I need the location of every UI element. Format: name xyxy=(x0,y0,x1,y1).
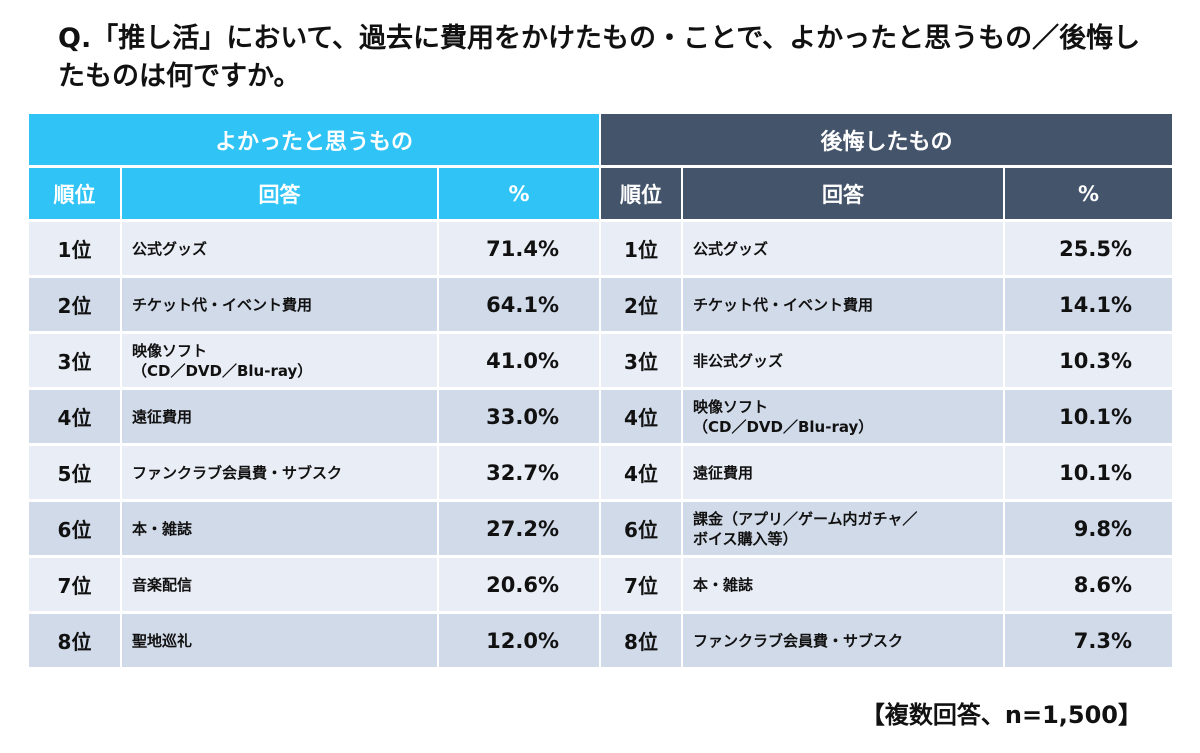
regret-pct-cell: 7.3% xyxy=(1005,614,1172,667)
regret-col-rank: 順位 xyxy=(601,168,681,219)
regret-rank-cell: 4位 xyxy=(601,390,681,443)
good-pct-cell: 20.6% xyxy=(439,558,599,611)
good-rank-cell: 5位 xyxy=(29,446,120,499)
regret-answer-cell: 遠征費用 xyxy=(683,446,1003,499)
table-row: 7位 音楽配信 20.6% 7位 本・雑誌 8.6% xyxy=(29,558,1172,611)
good-col-answer: 回答 xyxy=(122,168,437,219)
good-pct-cell: 32.7% xyxy=(439,446,599,499)
results-table: よかったと思うもの 後悔したもの 順位 回答 % 順位 回答 % 1位 公式グッズ… xyxy=(27,111,1174,670)
regret-rank-cell: 4位 xyxy=(601,446,681,499)
good-pct-cell: 33.0% xyxy=(439,390,599,443)
good-rank-cell: 2位 xyxy=(29,278,120,331)
regret-pct-cell: 8.6% xyxy=(1005,558,1172,611)
good-pct-cell: 12.0% xyxy=(439,614,599,667)
regret-answer-cell: 非公式グッズ xyxy=(683,334,1003,387)
regret-col-pct: % xyxy=(1005,168,1172,219)
regret-rank-cell: 7位 xyxy=(601,558,681,611)
good-pct-cell: 71.4% xyxy=(439,222,599,275)
good-col-pct: % xyxy=(439,168,599,219)
regret-pct-cell: 10.3% xyxy=(1005,334,1172,387)
good-answer-cell: ファンクラブ会員費・サブスク xyxy=(122,446,437,499)
good-pct-cell: 41.0% xyxy=(439,334,599,387)
good-rank-cell: 3位 xyxy=(29,334,120,387)
sample-note: 【複数回答、n=1,500】 xyxy=(860,701,1142,729)
regret-pct-cell: 9.8% xyxy=(1005,502,1172,555)
good-rank-cell: 7位 xyxy=(29,558,120,611)
good-answer-cell: 公式グッズ xyxy=(122,222,437,275)
question-title: Q.「推し活」において、過去に費用をかけたもの・ことで、よかったと思うもの／後悔… xyxy=(58,23,1141,92)
regret-answer-cell: 本・雑誌 xyxy=(683,558,1003,611)
table-row: 1位 公式グッズ 71.4% 1位 公式グッズ 25.5% xyxy=(29,222,1172,275)
regret-answer-cell: 課金（アプリ／ゲーム内ガチャ／ ボイス購入等） xyxy=(683,502,1003,555)
good-answer-cell: 遠征費用 xyxy=(122,390,437,443)
regret-pct-cell: 10.1% xyxy=(1005,390,1172,443)
regret-rank-cell: 2位 xyxy=(601,278,681,331)
regret-pct-cell: 14.1% xyxy=(1005,278,1172,331)
table-row: 2位 チケット代・イベント費用 64.1% 2位 チケット代・イベント費用 14.1% xyxy=(29,278,1172,331)
regret-answer-cell: 映像ソフト （CD／DVD／Blu-ray） xyxy=(683,390,1003,443)
good-rank-cell: 8位 xyxy=(29,614,120,667)
good-pct-cell: 27.2% xyxy=(439,502,599,555)
table-row: 3位 映像ソフト （CD／DVD／Blu-ray） 41.0% 3位 非公式グッズ 10.… xyxy=(29,334,1172,387)
regret-answer-cell: 公式グッズ xyxy=(683,222,1003,275)
regret-pct-cell: 25.5% xyxy=(1005,222,1172,275)
good-pct-cell: 64.1% xyxy=(439,278,599,331)
regret-rank-cell: 8位 xyxy=(601,614,681,667)
good-rank-cell: 4位 xyxy=(29,390,120,443)
regret-col-answer: 回答 xyxy=(683,168,1003,219)
regret-rank-cell: 3位 xyxy=(601,334,681,387)
good-heading: よかったと思うもの xyxy=(29,114,599,165)
good-answer-cell: 本・雑誌 xyxy=(122,502,437,555)
good-col-rank: 順位 xyxy=(29,168,120,219)
good-answer-cell: 聖地巡礼 xyxy=(122,614,437,667)
regret-answer-cell: チケット代・イベント費用 xyxy=(683,278,1003,331)
table-row: 5位 ファンクラブ会員費・サブスク 32.7% 4位 遠征費用 10.1% xyxy=(29,446,1172,499)
good-rank-cell: 6位 xyxy=(29,502,120,555)
table-row: 4位 遠征費用 33.0% 4位 映像ソフト （CD／DVD／Blu-ray） 10.1% xyxy=(29,390,1172,443)
regret-heading: 後悔したもの xyxy=(601,114,1172,165)
table-row: 6位 本・雑誌 27.2% 6位 課金（アプリ／ゲーム内ガチャ／ ボイス購入等） 9.8% xyxy=(29,502,1172,555)
regret-rank-cell: 1位 xyxy=(601,222,681,275)
good-rank-cell: 1位 xyxy=(29,222,120,275)
regret-rank-cell: 6位 xyxy=(601,502,681,555)
regret-answer-cell: ファンクラブ会員費・サブスク xyxy=(683,614,1003,667)
good-answer-cell: 映像ソフト （CD／DVD／Blu-ray） xyxy=(122,334,437,387)
good-answer-cell: 音楽配信 xyxy=(122,558,437,611)
table-row: 8位 聖地巡礼 12.0% 8位 ファンクラブ会員費・サブスク 7.3% xyxy=(29,614,1172,667)
regret-pct-cell: 10.1% xyxy=(1005,446,1172,499)
good-answer-cell: チケット代・イベント費用 xyxy=(122,278,437,331)
